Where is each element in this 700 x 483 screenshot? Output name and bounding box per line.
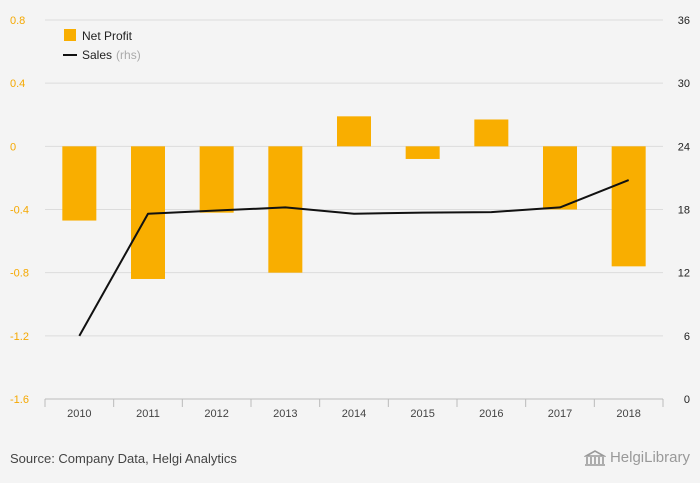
right-axis-ticks: 36 30 24 18 12 6 0 xyxy=(678,15,690,406)
source-note: Source: Company Data, Helgi Analytics xyxy=(10,451,237,466)
x-axis-ticks: 2010 2011 2012 2013 2014 2015 2016 2017 2018 xyxy=(67,408,641,420)
right-tick-label: 0 xyxy=(684,394,690,406)
bar-net-profit-2012 xyxy=(199,146,234,213)
bar-net-profit-2015 xyxy=(405,146,440,159)
left-axis-ticks: 0.8 0.4 0 -0.4 -0.8 -1.2 -1.6 xyxy=(10,15,29,406)
right-tick-label: 18 xyxy=(678,205,690,217)
x-tick-label: 2011 xyxy=(136,408,160,420)
combo-chart: 0.8 0.4 0 -0.4 -0.8 -1.2 -1.6 36 30 24 18 12 6 0 201… xyxy=(10,15,690,420)
left-tick-label: 0 xyxy=(10,141,16,153)
x-tick-label: 2018 xyxy=(616,408,640,420)
x-tick-label: 2016 xyxy=(479,408,503,420)
legend-sales-name: Sales xyxy=(82,48,112,62)
bar-net-profit-2016 xyxy=(474,119,509,147)
legend: Net Profit Sales (rhs) xyxy=(63,29,141,62)
right-tick-label: 30 xyxy=(678,78,690,90)
right-tick-label: 6 xyxy=(684,331,690,343)
left-tick-label: -0.4 xyxy=(10,205,29,217)
right-tick-label: 24 xyxy=(678,141,690,153)
x-tick-label: 2017 xyxy=(548,408,572,420)
bar-net-profit-2014 xyxy=(337,116,371,147)
x-tick-label: 2015 xyxy=(410,408,434,420)
library-building-icon xyxy=(583,449,606,466)
left-tick-label: -0.8 xyxy=(10,268,29,280)
right-tick-label: 12 xyxy=(678,268,690,280)
legend-net-profit-label: Net Profit xyxy=(82,29,133,43)
left-tick-label: -1.6 xyxy=(10,394,29,406)
brand-name: HelgiLibrary xyxy=(609,449,690,466)
x-tick-label: 2013 xyxy=(273,408,297,420)
left-tick-label: 0.4 xyxy=(10,78,25,90)
sales-line xyxy=(78,179,630,337)
legend-sales-suffix: (rhs) xyxy=(116,48,141,62)
x-tick-label: 2014 xyxy=(342,408,366,420)
x-tick-label: 2010 xyxy=(67,408,91,420)
brand-logo[interactable]: HelgiLibrary xyxy=(583,449,690,466)
legend-net-profit-swatch xyxy=(64,29,76,41)
left-tick-label: -1.2 xyxy=(10,331,29,343)
x-tick-label: 2012 xyxy=(204,408,228,420)
bar-net-profit-2018 xyxy=(611,146,646,267)
legend-sales-label: Sales (rhs) xyxy=(82,48,141,62)
bar-net-profit-2013 xyxy=(268,146,303,273)
left-tick-label: 0.8 xyxy=(10,15,25,27)
bar-net-profit-2017 xyxy=(543,146,577,210)
right-tick-label: 36 xyxy=(678,15,690,27)
net-profit-bars xyxy=(62,116,646,279)
bar-net-profit-2010 xyxy=(62,146,97,221)
